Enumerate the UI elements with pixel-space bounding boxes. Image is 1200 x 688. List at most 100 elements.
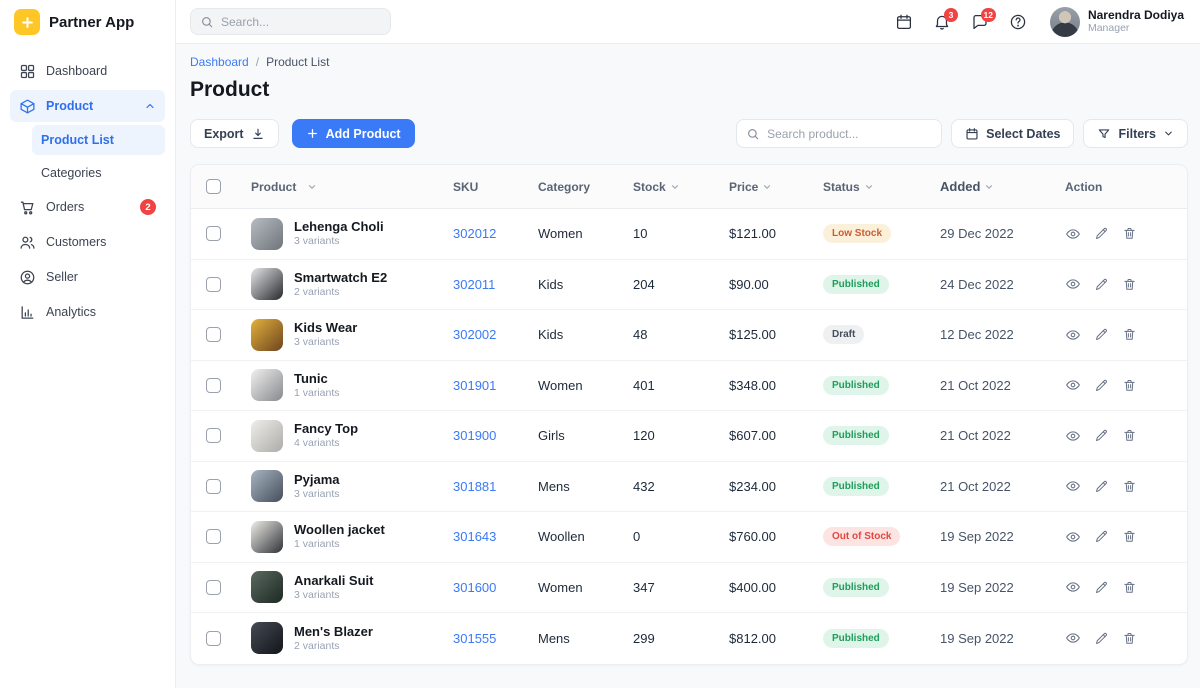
edit-icon[interactable] [1094, 428, 1109, 443]
column-header-stock[interactable]: Stock [633, 180, 729, 194]
delete-icon[interactable] [1122, 327, 1137, 342]
view-icon[interactable] [1065, 428, 1081, 444]
row-checkbox[interactable] [206, 226, 221, 242]
view-icon[interactable] [1065, 327, 1081, 343]
delete-icon[interactable] [1122, 529, 1137, 544]
sku-link[interactable]: 301901 [453, 377, 497, 393]
topbar: 3 12 Narendra Dodiya Manager [176, 0, 1200, 44]
message-count-badge: 12 [980, 7, 996, 22]
table-row: Smartwatch E2 2 variants 302011 Kids 204… [191, 260, 1187, 310]
sidebar-item-product-list[interactable]: Product List [32, 125, 165, 155]
export-button[interactable]: Export [190, 119, 279, 148]
edit-icon[interactable] [1094, 277, 1109, 292]
plus-logo-icon [14, 9, 40, 35]
view-icon[interactable] [1065, 478, 1081, 494]
sku-link[interactable]: 301900 [453, 428, 497, 444]
add-product-button[interactable]: Add Product [291, 119, 415, 148]
delete-icon[interactable] [1122, 428, 1137, 443]
product-category: Kids [538, 327, 564, 343]
date-added: 21 Oct 2022 [940, 428, 1011, 444]
product-price: $234.00 [729, 478, 776, 494]
sort-chevron-icon [984, 182, 994, 192]
sku-link[interactable]: 301643 [453, 529, 497, 545]
product-search-input[interactable] [767, 126, 933, 141]
delete-icon[interactable] [1122, 580, 1137, 595]
sidebar-item-seller[interactable]: Seller [10, 261, 165, 293]
date-added: 21 Oct 2022 [940, 377, 1011, 393]
row-checkbox[interactable] [206, 529, 221, 545]
user-role: Manager [1087, 22, 1130, 35]
sku-link[interactable]: 301881 [453, 478, 497, 494]
product-price: $812.00 [729, 630, 776, 646]
view-icon[interactable] [1065, 630, 1081, 646]
view-icon[interactable] [1065, 377, 1081, 393]
product-stock: 10 [633, 226, 648, 242]
row-checkbox[interactable] [206, 579, 221, 595]
column-header-sku[interactable]: SKU [453, 179, 479, 194]
sidebar-nav: Dashboard Product Product List Categorie… [0, 44, 175, 328]
column-header-price[interactable]: Price [729, 180, 823, 194]
sku-link[interactable]: 302011 [453, 276, 496, 292]
table-row: Men's Blazer 2 variants 301555 Mens 299 … [191, 613, 1187, 664]
column-header-status[interactable]: Status [823, 180, 940, 194]
row-checkbox[interactable] [206, 478, 221, 494]
sku-link[interactable]: 301555 [453, 630, 497, 646]
select-dates-button[interactable]: Select Dates [951, 119, 1075, 148]
messages-icon[interactable]: 12 [964, 6, 996, 38]
delete-icon[interactable] [1122, 226, 1137, 241]
row-checkbox[interactable] [206, 377, 221, 393]
sidebar-item-product[interactable]: Product [10, 90, 165, 122]
product-thumbnail [251, 318, 283, 351]
sidebar-item-categories[interactable]: Categories [32, 158, 165, 188]
edit-icon[interactable] [1094, 529, 1109, 544]
product-variants: 4 variants [294, 437, 340, 450]
product-search[interactable] [736, 119, 943, 148]
sku-link[interactable]: 302002 [453, 327, 497, 343]
edit-icon[interactable] [1094, 378, 1109, 393]
delete-icon[interactable] [1122, 631, 1137, 646]
sidebar-item-dashboard[interactable]: Dashboard [10, 55, 165, 87]
sku-link[interactable]: 302012 [453, 226, 497, 242]
global-search-input[interactable] [221, 14, 381, 29]
notifications-bell-icon[interactable]: 3 [926, 6, 958, 38]
chevron-down-icon [1163, 128, 1174, 139]
help-icon[interactable] [1002, 6, 1034, 38]
column-header-added[interactable]: Added [940, 179, 1065, 194]
delete-icon[interactable] [1122, 277, 1137, 292]
edit-icon[interactable] [1094, 580, 1109, 595]
edit-icon[interactable] [1094, 226, 1109, 241]
sidebar-item-analytics[interactable]: Analytics [10, 296, 165, 328]
product-variants: 2 variants [294, 639, 340, 652]
filters-button[interactable]: Filters [1083, 119, 1188, 148]
edit-icon[interactable] [1094, 327, 1109, 342]
view-icon[interactable] [1065, 226, 1081, 242]
column-header-product[interactable]: Product [251, 180, 453, 194]
column-header-category[interactable]: Category [538, 179, 591, 194]
sidebar-item-orders[interactable]: Orders 2 [10, 191, 165, 223]
sidebar-item-customers[interactable]: Customers [10, 226, 165, 258]
breadcrumb-dashboard-link[interactable]: Dashboard [190, 55, 249, 69]
row-checkbox[interactable] [206, 276, 221, 292]
view-icon[interactable] [1065, 579, 1081, 595]
row-checkbox[interactable] [206, 428, 221, 444]
user-menu[interactable]: Narendra Dodiya Manager [1049, 6, 1184, 37]
row-checkbox[interactable] [206, 327, 221, 343]
view-icon[interactable] [1065, 529, 1081, 545]
sku-link[interactable]: 301600 [453, 579, 497, 595]
breadcrumb: Dashboard / Product List [190, 55, 1188, 69]
export-label: Export [204, 126, 244, 141]
edit-icon[interactable] [1094, 631, 1109, 646]
avatar [1049, 6, 1080, 37]
search-icon [746, 127, 760, 141]
delete-icon[interactable] [1122, 479, 1137, 494]
row-checkbox[interactable] [206, 630, 221, 646]
product-thumbnail [251, 571, 283, 604]
global-search[interactable] [190, 8, 391, 35]
select-all-checkbox[interactable] [206, 179, 221, 194]
edit-icon[interactable] [1094, 479, 1109, 494]
view-icon[interactable] [1065, 276, 1081, 292]
product-variants: 3 variants [294, 487, 340, 500]
calendar-icon[interactable] [888, 6, 920, 38]
delete-icon[interactable] [1122, 378, 1137, 393]
product-price: $348.00 [729, 377, 776, 393]
